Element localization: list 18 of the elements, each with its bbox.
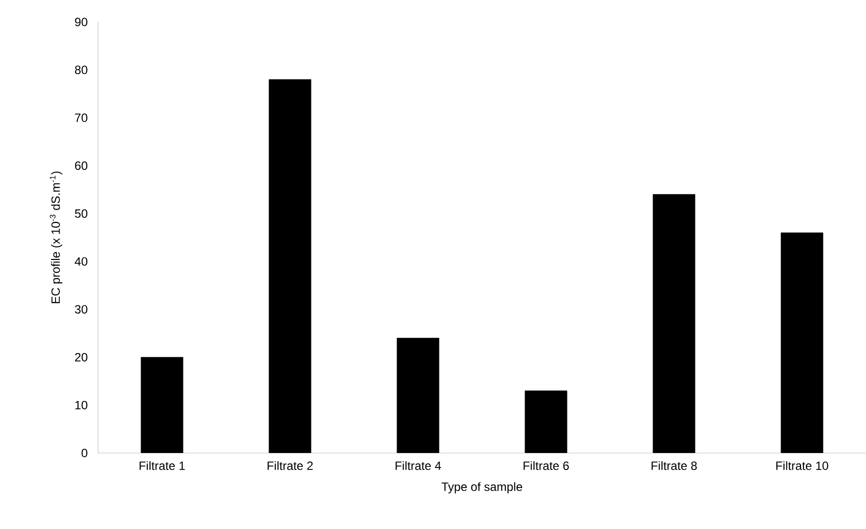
y-tick-label: 90 — [75, 18, 88, 26]
y-tick-label: 10 — [75, 400, 88, 410]
x-tick-label: Filtrate 10 — [776, 461, 828, 470]
x-tick-label: Filtrate 4 — [396, 461, 441, 470]
y-tick-label: 50 — [74, 209, 88, 218]
x-tick-label: Filtrate 1 — [140, 461, 185, 470]
y-tick-label: 20 — [75, 352, 88, 362]
y-tick-label: 30 — [74, 305, 88, 314]
y-tick-label: 70 — [75, 114, 88, 122]
y-axis-title: EC profile (x 10$^{-3}$ dS.m$^{-1}$) — [50, 172, 62, 304]
y-tick-label: 40 — [74, 257, 88, 266]
y-tick-label: 0 — [82, 448, 88, 458]
x-tick-label: Filtrate 8 — [652, 461, 697, 470]
x-tick-label: Filtrate 2 — [268, 461, 313, 470]
y-tick-label: 80 — [74, 66, 88, 74]
y-tick-label: 60 — [75, 161, 88, 170]
x-axis-title: Type of sample — [442, 482, 522, 494]
x-tick-label: Filtrate 6 — [524, 461, 569, 470]
